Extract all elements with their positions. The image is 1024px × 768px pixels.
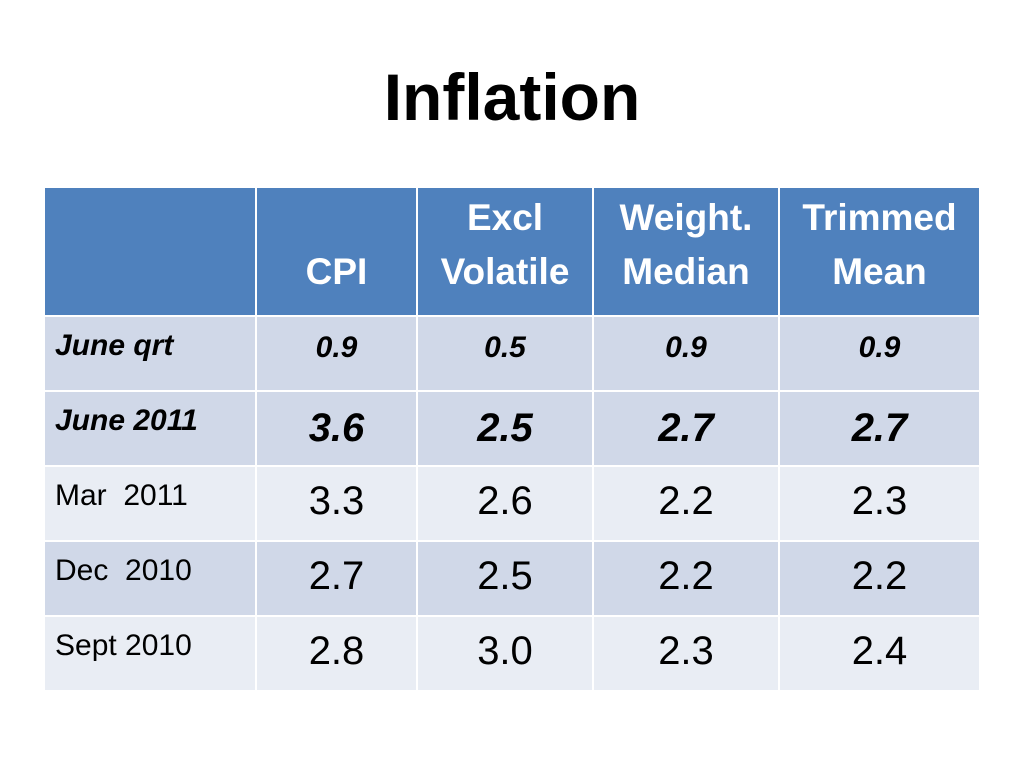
table-cell: 0.9 [778, 315, 981, 392]
header-cell-excl-volatile: Excl Volatile [416, 186, 594, 317]
inflation-table: CPI Excl Volatile Weight. Median Trimmed… [43, 186, 981, 692]
table-cell: 2.3 [592, 615, 780, 692]
table-header-row: CPI Excl Volatile Weight. Median Trimmed… [43, 186, 981, 317]
header-line: Mean [832, 251, 927, 292]
table-cell: 2.2 [592, 465, 780, 542]
table-cell: 0.9 [255, 315, 418, 392]
table-cell: 2.4 [778, 615, 981, 692]
header-cell-empty [43, 186, 257, 317]
header-line: Excl [466, 197, 544, 238]
row-label: Mar 2011 [43, 465, 257, 542]
table-cell: 2.2 [592, 540, 780, 617]
header-line: Weight. [619, 197, 753, 238]
table-cell: 2.3 [778, 465, 981, 542]
table-cell: 2.5 [416, 540, 594, 617]
table-cell: 2.2 [778, 540, 981, 617]
header-cell-trimmed-mean: Trimmed Mean [778, 186, 981, 317]
table-cell: 0.9 [592, 315, 780, 392]
table-cell: 2.7 [592, 390, 780, 467]
table-cell: 2.5 [416, 390, 594, 467]
header-line: Volatile [440, 251, 570, 292]
table-cell: 2.7 [255, 540, 418, 617]
table-cell: 0.5 [416, 315, 594, 392]
table-cell: 2.7 [778, 390, 981, 467]
row-label: June qrt [43, 315, 257, 392]
table-cell: 3.3 [255, 465, 418, 542]
table-row: June qrt 0.9 0.5 0.9 0.9 [43, 315, 981, 392]
header-line: Median [622, 251, 750, 292]
table-cell: 3.0 [416, 615, 594, 692]
header-line: CPI [305, 251, 368, 292]
row-label: June 2011 [43, 390, 257, 467]
row-label: Dec 2010 [43, 540, 257, 617]
header-cell-weighted-median: Weight. Median [592, 186, 780, 317]
table-row: Mar 2011 3.3 2.6 2.2 2.3 [43, 465, 981, 542]
table-cell: 2.8 [255, 615, 418, 692]
header-cell-cpi: CPI [255, 186, 418, 317]
row-label: Sept 2010 [43, 615, 257, 692]
table-row: June 2011 3.6 2.5 2.7 2.7 [43, 390, 981, 467]
table-cell: 2.6 [416, 465, 594, 542]
table-cell: 3.6 [255, 390, 418, 467]
header-line: Trimmed [802, 197, 957, 238]
table-row: Dec 2010 2.7 2.5 2.2 2.2 [43, 540, 981, 617]
slide-title: Inflation [383, 60, 641, 134]
table-row: Sept 2010 2.8 3.0 2.3 2.4 [43, 615, 981, 692]
